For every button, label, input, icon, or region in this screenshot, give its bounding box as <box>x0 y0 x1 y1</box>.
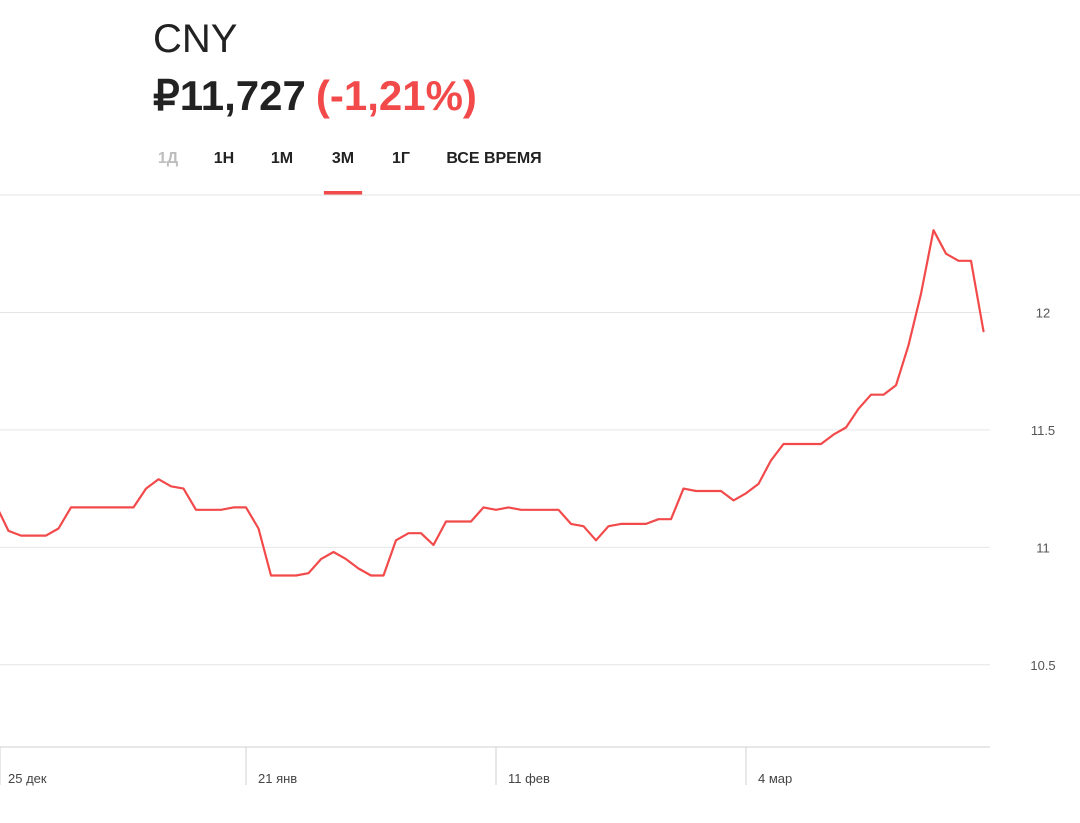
period-tab[interactable]: 1Н <box>214 150 234 167</box>
x-tick-label: 11 фев <box>508 771 550 786</box>
price-line <box>0 229 985 577</box>
price: ₽11,727 <box>153 72 306 119</box>
x-tick-label: 25 дек <box>8 771 47 786</box>
currency-title: CNY <box>153 17 237 61</box>
x-tick-label: 4 мар <box>758 771 792 786</box>
period-tab[interactable]: ВСЕ ВРЕМЯ <box>446 150 541 167</box>
y-tick-label: 11 <box>1036 540 1050 555</box>
y-tick-label: 12 <box>1036 305 1050 320</box>
period-tab[interactable]: 1М <box>271 150 293 167</box>
plot: 10.5 11 11.5 12 25 дек 21 янв 11 фев 4 мар <box>0 229 1056 786</box>
y-tick-label: 10.5 <box>1030 658 1055 673</box>
period-tab[interactable]: 1Г <box>392 150 410 167</box>
selected-tab-underline <box>323 191 363 195</box>
period-tab[interactable]: 1Д <box>158 150 179 167</box>
period-tab[interactable]: 3М <box>332 150 354 167</box>
price-line: ₽11,727 (-1,21%) <box>153 72 477 119</box>
price-change: (-1,21%) <box>316 72 477 119</box>
period-tabs: 1Д 1Н 1М 3М 1Г ВСЕ ВРЕМЯ <box>158 150 542 195</box>
y-tick-label: 11.5 <box>1031 423 1055 438</box>
x-tick-label: 21 янв <box>258 771 297 786</box>
